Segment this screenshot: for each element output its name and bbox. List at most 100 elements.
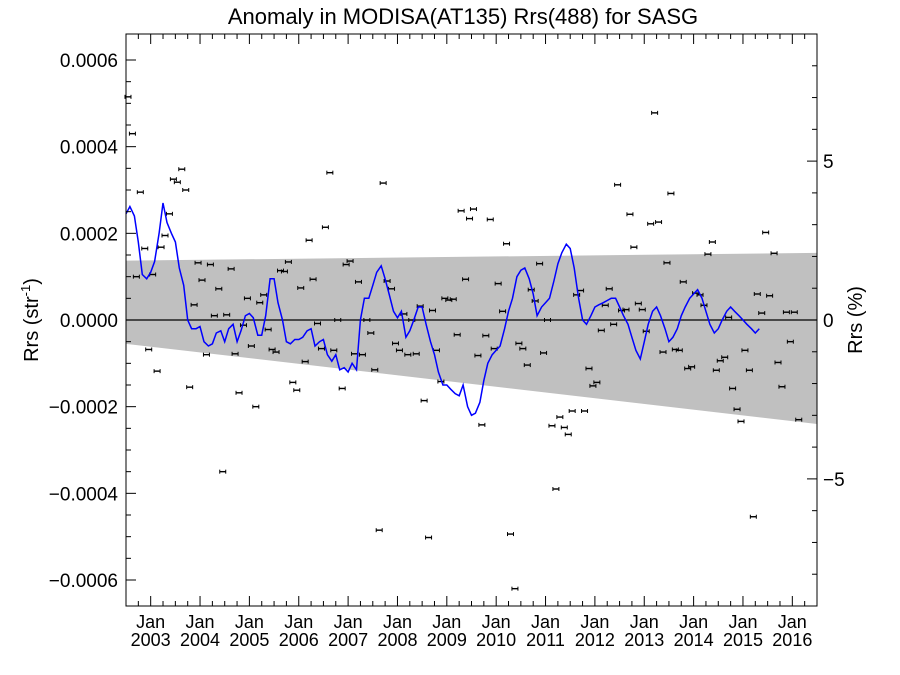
- data-point: [178, 167, 186, 172]
- data-point: [749, 514, 757, 519]
- data-point: [466, 216, 474, 221]
- data-point: [223, 312, 231, 317]
- x-tick-label-year: 2013: [624, 630, 664, 650]
- x-tick-label-year: 2008: [377, 630, 417, 650]
- data-point: [412, 351, 420, 356]
- data-point: [379, 181, 387, 186]
- data-point: [753, 292, 761, 296]
- data-point: [486, 217, 494, 222]
- data-point: [597, 328, 605, 333]
- data-point: [272, 350, 280, 355]
- x-tick-label-year: 2004: [180, 630, 220, 650]
- data-point: [536, 261, 544, 266]
- data-point: [338, 386, 346, 391]
- data-point: [145, 347, 153, 352]
- data-point: [457, 208, 465, 213]
- right-tick-label: 5: [823, 152, 834, 173]
- x-tick-label-month: Jan: [679, 612, 708, 632]
- data-point: [186, 385, 194, 390]
- data-point: [634, 301, 642, 306]
- left-tick-label: 0.0004: [60, 138, 119, 159]
- data-point: [206, 262, 214, 267]
- data-point: [367, 331, 375, 335]
- data-point: [605, 286, 613, 291]
- data-point: [782, 310, 790, 315]
- data-point: [762, 230, 770, 235]
- data-point: [305, 238, 313, 243]
- x-tick-label-month: Jan: [186, 612, 215, 632]
- data-point: [227, 266, 235, 271]
- data-point: [733, 407, 741, 412]
- data-point: [215, 286, 223, 291]
- data-point: [647, 221, 655, 226]
- data-point: [334, 318, 342, 322]
- data-point: [581, 409, 589, 413]
- data-point: [280, 269, 288, 274]
- data-point: [556, 415, 564, 420]
- data-point: [247, 344, 255, 348]
- data-point: [173, 180, 181, 185]
- data-point: [363, 318, 371, 322]
- left-tick-label: 0.0000: [60, 311, 118, 332]
- data-point: [235, 390, 243, 395]
- data-point: [132, 274, 140, 279]
- data-point: [725, 315, 733, 320]
- data-point: [469, 207, 477, 212]
- data-point: [182, 188, 190, 192]
- data-point: [219, 469, 227, 474]
- x-tick-label-year: 2012: [575, 630, 615, 650]
- data-point: [346, 259, 354, 264]
- data-point: [391, 341, 399, 346]
- x-tick-label-month: Jan: [136, 612, 165, 632]
- data-point: [716, 358, 724, 363]
- data-point: [404, 352, 412, 357]
- x-tick-label-month: Jan: [284, 612, 313, 632]
- data-point: [774, 360, 782, 365]
- data-point: [375, 528, 383, 533]
- data-point: [758, 311, 766, 316]
- left-axis-ticks: 0.0006 0.0004 0.0002 0.0000 −0.0002 −0.0004 −0…: [49, 51, 136, 592]
- data-point: [449, 297, 457, 302]
- data-point: [675, 348, 683, 353]
- data-point: [128, 131, 136, 136]
- x-tick-label-year: 2014: [674, 630, 714, 650]
- data-point: [589, 383, 597, 388]
- data-point: [560, 425, 568, 430]
- data-point: [202, 352, 210, 357]
- data-point: [243, 296, 251, 301]
- data-point: [190, 302, 198, 307]
- data-point: [659, 350, 667, 355]
- data-point: [256, 300, 264, 305]
- data-point: [766, 293, 774, 298]
- data-point: [260, 292, 268, 297]
- data-point: [544, 318, 552, 322]
- y-axis-label-right: Rrs (%): [845, 286, 867, 354]
- data-point: [354, 279, 362, 284]
- x-tick-label-year: 2015: [723, 630, 763, 650]
- data-point: [721, 355, 729, 360]
- data-point: [169, 177, 177, 182]
- x-tick-label-month: Jan: [531, 612, 560, 632]
- data-point: [293, 388, 301, 393]
- data-point: [614, 182, 622, 187]
- x-tick-label-year: 2011: [526, 630, 565, 650]
- data-point: [585, 366, 593, 371]
- data-point: [425, 535, 433, 540]
- x-tick-label-year: 2010: [476, 630, 516, 650]
- data-point: [326, 170, 334, 175]
- data-point: [416, 304, 424, 309]
- data-point: [622, 307, 630, 312]
- data-point: [712, 368, 720, 373]
- x-axis-ticks: Jan2003Jan2004Jan2005Jan2006Jan2007Jan20…: [125, 34, 818, 650]
- data-point: [610, 322, 618, 327]
- data-point: [786, 339, 794, 344]
- data-point: [478, 422, 486, 427]
- x-tick-label-month: Jan: [482, 612, 511, 632]
- data-point: [540, 350, 548, 355]
- data-point: [494, 281, 502, 286]
- y-axis-label-left: Rrs (str-1): [18, 278, 43, 362]
- data-point: [264, 327, 272, 332]
- confidence-band: [126, 252, 817, 424]
- data-point: [511, 586, 519, 591]
- data-point: [314, 321, 322, 326]
